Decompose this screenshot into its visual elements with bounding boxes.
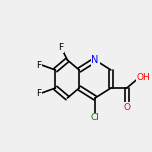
- Text: O: O: [123, 102, 130, 112]
- Text: Cl: Cl: [91, 114, 100, 123]
- Text: F: F: [58, 43, 63, 52]
- Text: F: F: [36, 60, 41, 69]
- Text: N: N: [91, 55, 99, 65]
- Text: F: F: [36, 88, 41, 97]
- Text: OH: OH: [137, 74, 150, 83]
